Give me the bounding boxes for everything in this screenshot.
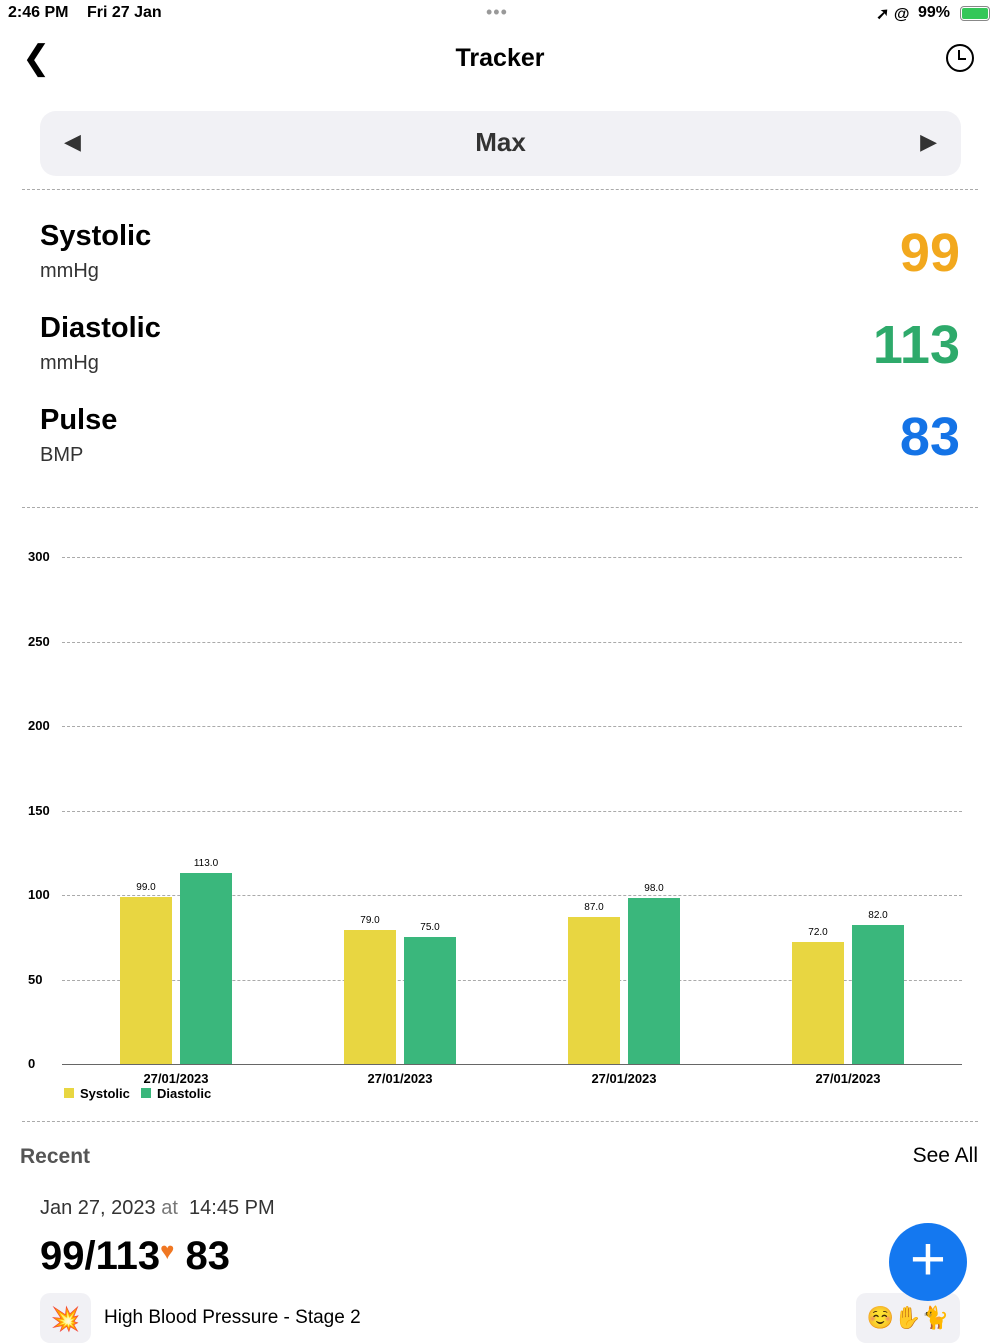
legend-diastolic: Diastolic	[157, 1086, 212, 1101]
x-tick: 27/01/2023	[367, 1071, 433, 1086]
bar-systolic	[792, 942, 844, 1064]
metric-systolic-label: Systolic	[40, 220, 152, 252]
status-time: 2:46 PM	[8, 4, 69, 21]
multitask-dots-icon[interactable]: •••	[486, 2, 508, 22]
bar-systolic	[344, 930, 396, 1064]
entry-time: 14:45 PM	[189, 1197, 275, 1219]
bar-value-label: 99.0	[136, 881, 156, 893]
add-entry-button[interactable]: +	[889, 1223, 967, 1301]
metric-unit: mmHg	[40, 260, 99, 282]
metric-systolic-value: 99	[899, 223, 960, 283]
history-icon[interactable]	[946, 44, 974, 72]
metric-pulse-label: Pulse	[40, 404, 118, 436]
gridline	[62, 726, 962, 727]
bar-value-label: 79.0	[360, 915, 380, 927]
range-label: Max	[475, 127, 526, 157]
divider	[22, 1121, 978, 1122]
gridline	[62, 895, 962, 896]
x-tick: 27/01/2023	[143, 1071, 209, 1086]
prev-range-button[interactable]: ◀	[64, 129, 81, 154]
heart-icon: ♥	[160, 1238, 175, 1265]
back-button[interactable]: ❮	[22, 39, 51, 77]
divider	[22, 507, 978, 508]
entry-category: High Blood Pressure - Stage 2	[104, 1307, 361, 1328]
status-date: Fri 27 Jan	[87, 4, 162, 21]
battery-icon	[960, 6, 990, 21]
entry-at: at	[161, 1197, 178, 1219]
entry-tags: ☺️✋🐈	[856, 1293, 960, 1343]
gridline	[62, 979, 962, 981]
gridline	[62, 557, 962, 558]
gridline	[62, 641, 962, 643]
entry-date: Jan 27, 2023	[40, 1197, 156, 1219]
legend-systolic-swatch	[64, 1088, 74, 1098]
metric-diastolic-label: Diastolic	[40, 312, 161, 344]
metric-unit: BMP	[40, 444, 84, 466]
bar-diastolic	[852, 925, 904, 1064]
gridline	[62, 1064, 962, 1065]
bar-value-label: 72.0	[808, 927, 828, 939]
gridline	[62, 810, 962, 812]
bar-diastolic	[628, 898, 680, 1064]
y-tick: 300	[28, 549, 50, 564]
y-tick: 250	[28, 633, 50, 649]
see-all-link[interactable]: See All	[912, 1144, 978, 1167]
y-tick: 150	[28, 802, 50, 818]
bar-value-label: 113.0	[193, 858, 219, 870]
legend-systolic: Systolic	[80, 1086, 130, 1101]
bar-diastolic	[404, 937, 456, 1064]
x-tick: 27/01/2023	[591, 1071, 657, 1086]
bar-systolic	[120, 896, 172, 1064]
bar-value-label: 98.0	[644, 883, 664, 895]
entry-pulse: 83	[185, 1234, 231, 1278]
bar-value-label: 75.0	[420, 922, 440, 934]
page-title: Tracker	[455, 44, 545, 72]
location-icon: ➚ @	[876, 6, 910, 23]
entry-reading: 99/113	[40, 1234, 161, 1278]
recent-entry[interactable]: Jan 27, 2023 at 14:45 PM	[40, 1197, 275, 1220]
metric-pulse-value: 83	[899, 407, 960, 467]
x-tick: 27/01/2023	[815, 1071, 881, 1086]
bar-systolic	[568, 916, 620, 1064]
y-tick: 200	[28, 718, 50, 733]
category-icon: 💥	[40, 1293, 91, 1343]
bar-value-label: 87.0	[584, 901, 604, 913]
divider	[22, 189, 978, 190]
metric-unit: mmHg	[40, 352, 99, 374]
bar-value-label: 82.0	[868, 910, 888, 922]
y-tick: 0	[28, 1056, 36, 1071]
metric-diastolic-value: 113	[872, 315, 960, 375]
y-tick: 100	[28, 887, 50, 902]
bar-diastolic	[180, 873, 232, 1064]
legend-diastolic-swatch	[141, 1088, 151, 1098]
next-range-button[interactable]: ▶	[920, 129, 937, 154]
y-tick: 50	[28, 971, 43, 987]
range-selector: ◀ Max ▶	[40, 111, 961, 176]
battery-percent: 99%	[918, 4, 951, 21]
recent-title: Recent	[20, 1145, 91, 1168]
